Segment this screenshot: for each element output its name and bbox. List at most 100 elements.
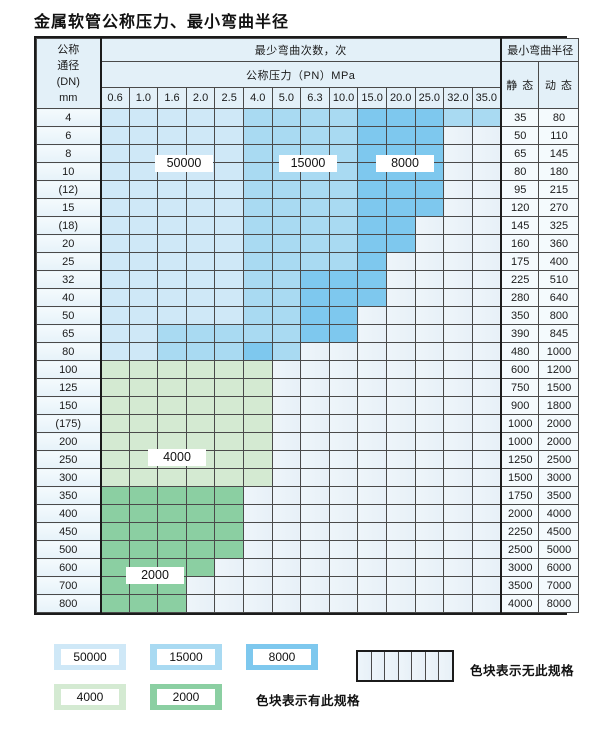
spec-cell <box>443 180 473 199</box>
dn-value: 800 <box>36 594 102 613</box>
spec-cell <box>271 396 302 415</box>
spec-cell <box>385 180 416 199</box>
dn-value: 8 <box>36 144 102 163</box>
spec-cell <box>471 108 502 127</box>
spec-cell <box>414 198 445 217</box>
spec-cell <box>385 342 416 361</box>
spec-cell <box>100 270 130 289</box>
spec-cell <box>471 324 502 343</box>
spec-cell <box>157 522 187 541</box>
spec-cell <box>328 522 359 541</box>
dynamic-radius-value: 2000 <box>538 432 580 451</box>
spec-cell <box>214 522 244 541</box>
table-body: 4 35 80 6 50 110 8 65 145 10 80 180 (12) 95 215 15 120 27… <box>36 108 580 613</box>
dynamic-radius-value: 80 <box>538 108 580 127</box>
spec-cell <box>385 252 416 271</box>
spec-cell <box>385 378 416 397</box>
spec-cell <box>385 468 416 487</box>
spec-cell <box>242 252 273 271</box>
spec-cell <box>157 108 187 127</box>
spec-cell <box>242 450 273 469</box>
spec-cell <box>100 108 130 127</box>
stripe-segment <box>412 652 426 680</box>
spec-cell <box>271 468 302 487</box>
dn-value: 80 <box>36 342 102 361</box>
spec-cell <box>271 594 302 613</box>
spec-cell <box>242 162 273 181</box>
spec-cell <box>128 144 159 163</box>
spec-cell <box>214 432 244 451</box>
legend-no-spec-label: 色块表示无此规格 <box>470 663 575 678</box>
spec-cell <box>300 522 330 541</box>
spec-cell <box>328 234 359 253</box>
dn-value: 50 <box>36 306 102 325</box>
spec-cell <box>443 540 473 559</box>
spec-cell <box>414 396 445 415</box>
static-radius-value: 95 <box>499 180 540 199</box>
spec-cell <box>414 378 445 397</box>
header-dn-line-2: 通径 <box>57 59 80 72</box>
legend: 50000 15000 8000 4000 2000 色块表示有此规格 色块表示无此规格 <box>34 638 574 734</box>
dn-value: (175) <box>36 414 102 433</box>
spec-cell <box>185 342 216 361</box>
dynamic-radius-value: 2500 <box>538 450 580 469</box>
spec-cell <box>385 576 416 595</box>
legend-swatch-15000: 15000 <box>150 644 222 670</box>
spec-cell <box>357 126 387 145</box>
spec-cell <box>414 414 445 433</box>
spec-cell <box>157 540 187 559</box>
spec-cell <box>300 180 330 199</box>
spec-cell <box>385 594 416 613</box>
callout-label: 50000 <box>155 155 213 172</box>
spec-cell <box>300 414 330 433</box>
spec-cell <box>157 468 187 487</box>
table-row: (175) 1000 2000 <box>36 414 580 433</box>
spec-cell <box>385 306 416 325</box>
spec-table-container: 公称 通径 (DN) mm 最少弯曲次数，次 最小弯曲半径 公称压力（PN）MP… <box>34 36 580 615</box>
spec-cell <box>414 324 445 343</box>
spec-cell <box>185 432 216 451</box>
spec-cell <box>157 414 187 433</box>
static-radius-value: 2250 <box>499 522 540 541</box>
spec-cell <box>214 162 244 181</box>
table-row: 450 2250 4500 <box>36 522 580 541</box>
spec-cell <box>100 540 130 559</box>
spec-cell <box>328 324 359 343</box>
table-row: (12) 95 215 <box>36 180 580 199</box>
spec-cell <box>214 378 244 397</box>
dynamic-radius-value: 4000 <box>538 504 580 523</box>
spec-cell <box>185 486 216 505</box>
header-pressure-25.0: 25.0 <box>414 87 445 109</box>
spec-cell <box>357 198 387 217</box>
spec-cell <box>385 288 416 307</box>
spec-cell <box>185 594 216 613</box>
spec-cell <box>242 468 273 487</box>
spec-cell <box>271 180 302 199</box>
header-pressure-5.0: 5.0 <box>271 87 302 109</box>
spec-cell <box>443 432 473 451</box>
spec-cell <box>271 432 302 451</box>
spec-cell <box>128 324 159 343</box>
spec-cell <box>214 342 244 361</box>
dn-value: 10 <box>36 162 102 181</box>
dn-value: 25 <box>36 252 102 271</box>
spec-cell <box>100 252 130 271</box>
static-radius-value: 225 <box>499 270 540 289</box>
spec-cell <box>443 396 473 415</box>
spec-cell <box>443 342 473 361</box>
spec-cell <box>185 504 216 523</box>
spec-cell <box>185 126 216 145</box>
dynamic-radius-value: 1500 <box>538 378 580 397</box>
spec-cell <box>271 522 302 541</box>
spec-cell <box>443 324 473 343</box>
spec-cell <box>128 270 159 289</box>
spec-cell <box>471 162 502 181</box>
spec-cell <box>414 306 445 325</box>
header-pressure-10.0: 10.0 <box>328 87 359 109</box>
spec-cell <box>328 540 359 559</box>
spec-cell <box>157 234 187 253</box>
table-row: 15 120 270 <box>36 198 580 217</box>
table-row: 80 480 1000 <box>36 342 580 361</box>
spec-cell <box>471 414 502 433</box>
spec-cell <box>185 540 216 559</box>
